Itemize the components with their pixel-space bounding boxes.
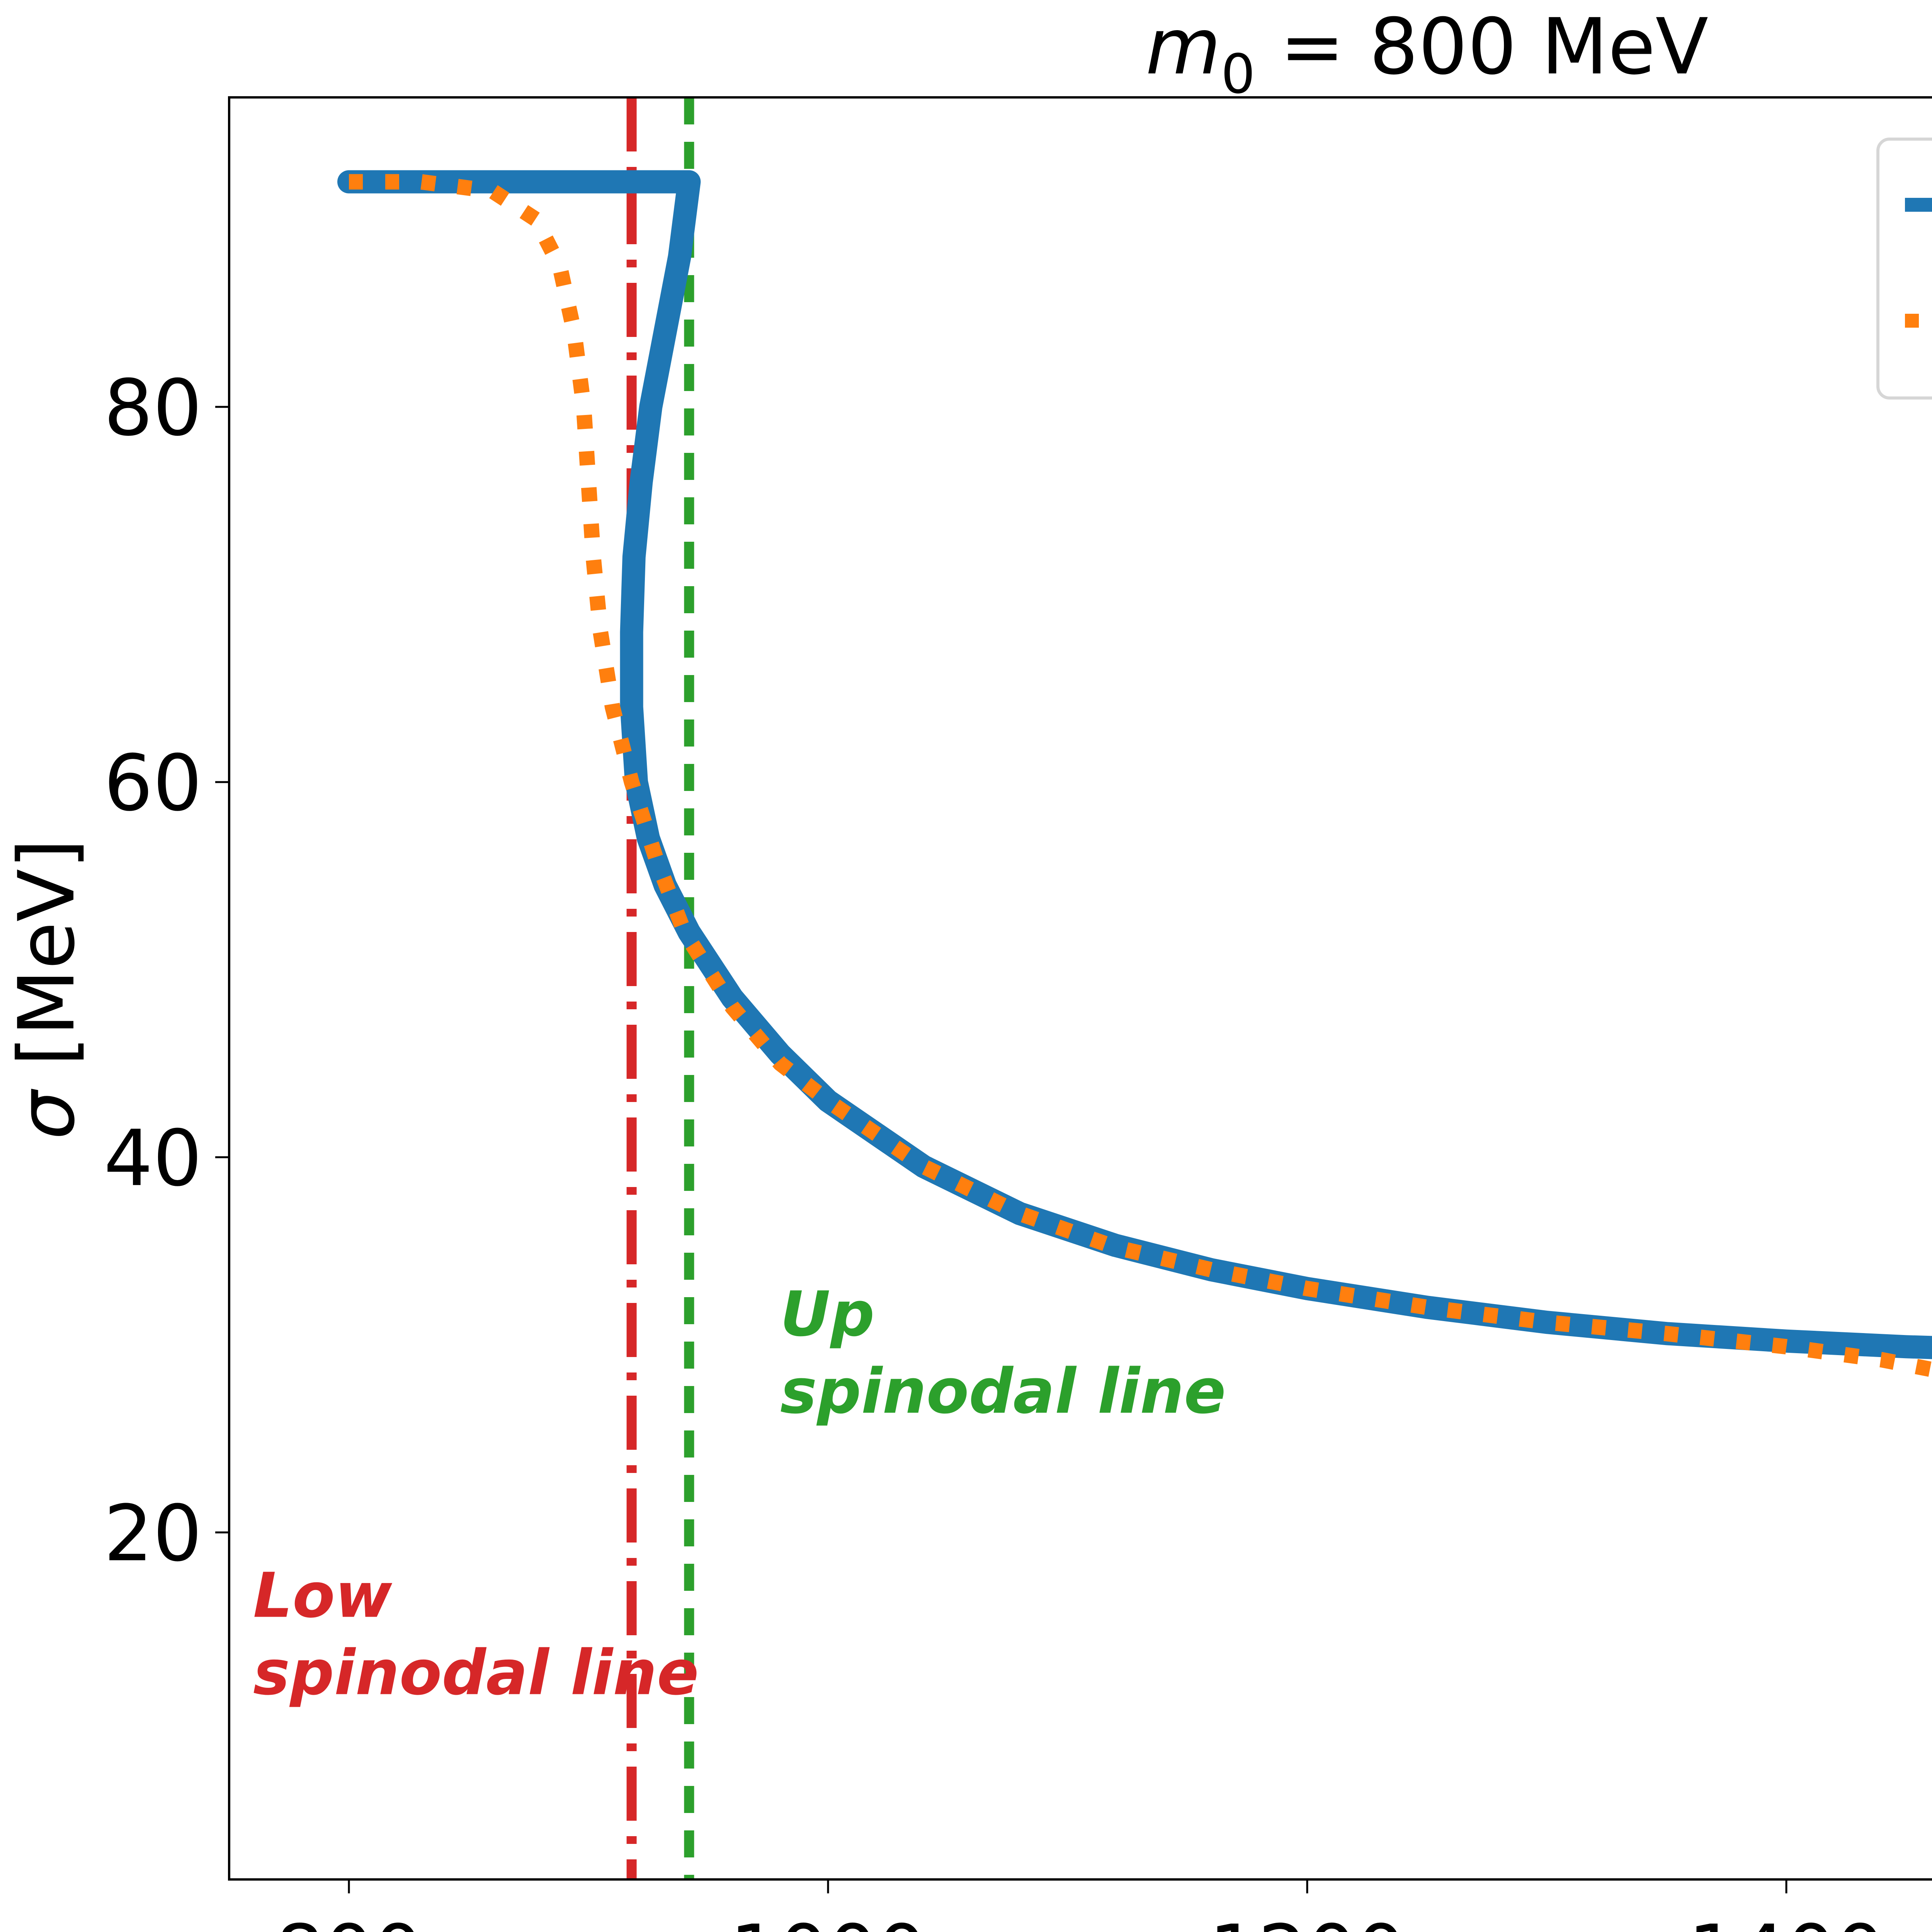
y-tick-label: 80 — [104, 363, 202, 453]
x-axis-ticks: 8001000120014001600 — [275, 1879, 1885, 1932]
x-tick-label: 1200 — [1209, 1908, 1406, 1932]
ylabel-rest: [MeV] — [2, 839, 92, 1091]
ylabel-symbol: σ — [2, 1088, 92, 1139]
y-tick-label: 20 — [104, 1489, 202, 1579]
x-tick-label: 1000 — [730, 1908, 927, 1932]
up-spinodal-annotation-line-1: spinodal line — [780, 1355, 1226, 1427]
legend: T=0 MeV T=20 MeV — [1876, 138, 1932, 400]
y-tick-label: 40 — [104, 1114, 202, 1204]
axes-frame — [228, 96, 1932, 1881]
y-axis-label: σ [MeV] — [2, 839, 92, 1140]
series-group — [337, 170, 1932, 1378]
low-spinodal-annotation-line-0: Low — [253, 1559, 393, 1631]
title-symbol: m — [1146, 2, 1221, 92]
legend-box — [1876, 138, 1932, 400]
y-tick-label: 60 — [104, 738, 202, 828]
title-rest: = 800 MeV — [1255, 2, 1708, 92]
chart-title: m0 = 800 MeV — [1146, 2, 1708, 106]
x-tick-label: 800 — [275, 1908, 423, 1932]
title-subscript: 0 — [1221, 43, 1255, 106]
y-axis-ticks: 20 40 60 80 — [104, 363, 229, 1579]
up-spinodal-annotation: Up spinodal line — [780, 1278, 1226, 1427]
spinodal-lines — [626, 97, 694, 1879]
low-spinodal-annotation: Low spinodal line — [253, 1559, 699, 1709]
low-spinodal-annotation-line-1: spinodal line — [253, 1636, 699, 1709]
up-spinodal-annotation-line-0: Up — [780, 1278, 874, 1350]
x-tick-label: 1400 — [1688, 1908, 1885, 1932]
